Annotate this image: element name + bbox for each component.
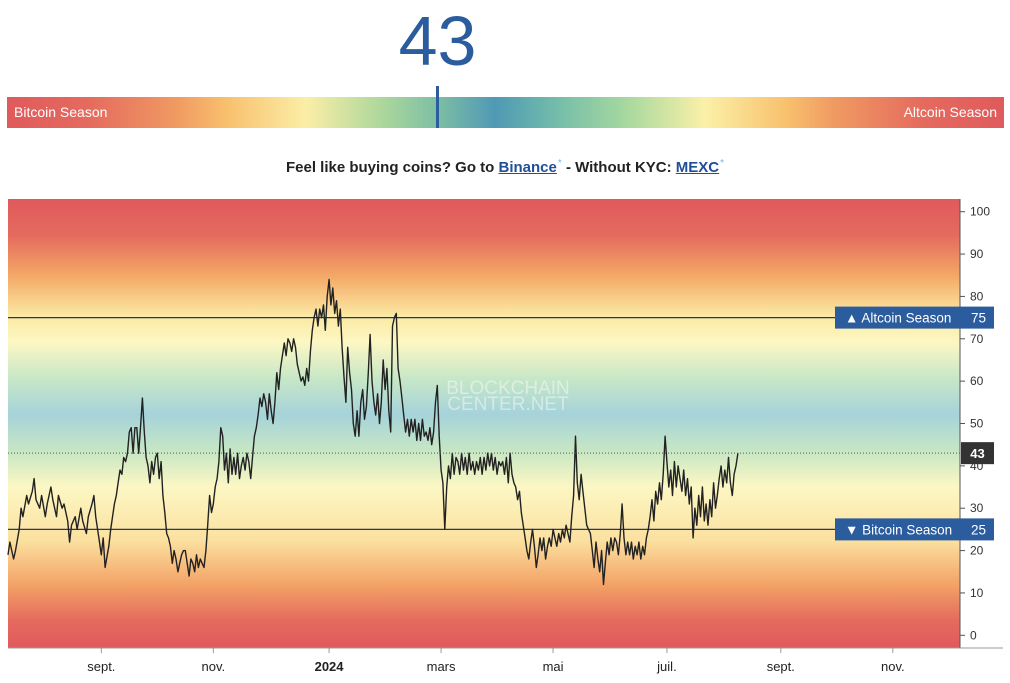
x-tick-label: nov.	[202, 659, 226, 674]
threshold-label-box	[835, 306, 994, 329]
threshold-value-label: 25	[971, 522, 986, 537]
watermark-line-2: CENTER.NET	[447, 394, 569, 415]
promo-middle: - Without KYC:	[565, 159, 672, 176]
watermark-line-1: BLOCKCHAIN	[446, 378, 570, 399]
binance-asterisk: *	[557, 158, 562, 169]
mexc-link[interactable]: MEXC	[675, 159, 720, 176]
altcoin-season-chart: BLOCKCHAIN CENTER.NET 010203040506070809…	[7, 199, 1003, 674]
series-group	[7, 278, 739, 586]
x-axis-ticks: sept. nov. 2024 mars mai juil. sept. nov.	[87, 648, 905, 674]
y-tick-label: 60	[970, 374, 984, 388]
y-tick-label: 20	[970, 544, 984, 558]
y-tick-label: 80	[970, 289, 984, 303]
y-tick-label: 0	[970, 628, 977, 642]
current-value-group: 43	[8, 442, 994, 465]
promo-line: Feel like buying coins? Go to Binance* -…	[0, 158, 1010, 176]
chart-background	[8, 199, 960, 648]
x-tick-label: sept.	[767, 659, 795, 674]
season-gauge-bar	[7, 97, 1004, 128]
y-tick-label: 70	[970, 332, 984, 346]
gauge-label-altcoin-season: Altcoin Season	[903, 104, 997, 120]
threshold-value-label: 75	[971, 311, 986, 326]
y-tick-label: 10	[970, 586, 984, 600]
y-tick-label: 30	[970, 501, 984, 515]
promo-prefix: Feel like buying coins? Go to	[285, 159, 495, 176]
x-tick-label: mars	[427, 659, 456, 674]
y-tick-label: 100	[970, 205, 990, 219]
x-tick-label: 2024	[315, 659, 345, 674]
mexc-asterisk: *	[720, 158, 725, 169]
series-line	[7, 278, 739, 586]
x-tick-label: juil.	[656, 659, 677, 674]
binance-link[interactable]: Binance	[498, 159, 557, 176]
current-value-box	[961, 442, 994, 465]
threshold-label: ▼ Bitcoin Season	[845, 522, 952, 537]
y-tick-label: 50	[970, 417, 984, 431]
x-tick-label: nov.	[881, 659, 905, 674]
y-tick-label: 90	[970, 247, 984, 261]
gauge-label-bitcoin-season: Bitcoin Season	[14, 104, 108, 120]
watermark: BLOCKCHAIN CENTER.NET	[446, 378, 570, 415]
current-value-label: 43	[970, 446, 984, 461]
threshold-label-box	[835, 518, 994, 541]
x-tick-label: sept.	[87, 659, 115, 674]
gauge-marker	[436, 86, 439, 128]
threshold-label: ▲ Altcoin Season	[845, 311, 951, 326]
x-tick-label: mai	[543, 659, 564, 674]
altcoin-season-index-value: 43	[398, 2, 477, 80]
